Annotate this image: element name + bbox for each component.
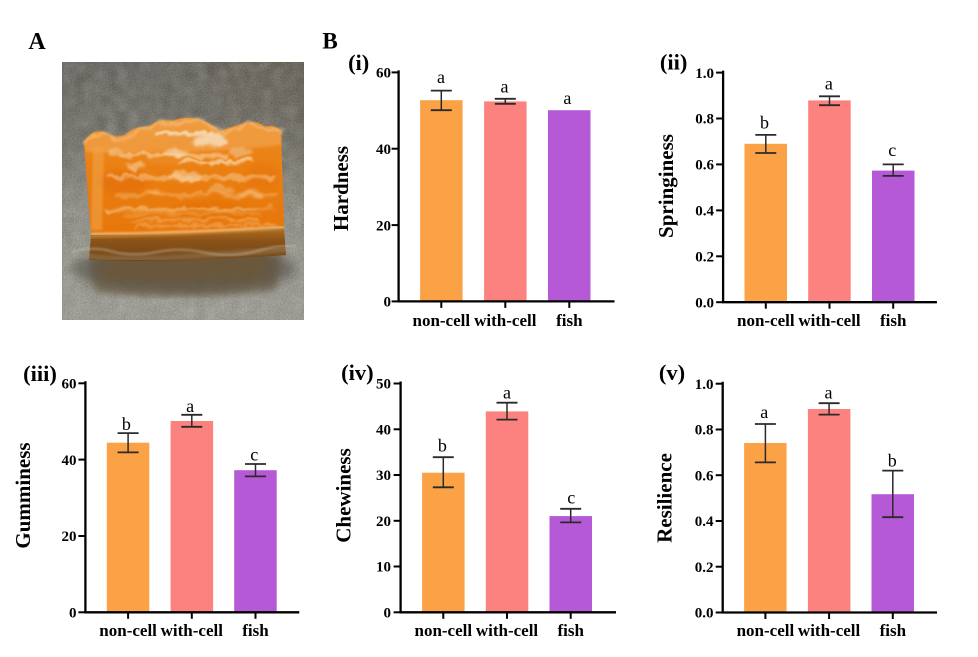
svg-text:30: 30 xyxy=(376,468,391,484)
svg-text:0: 0 xyxy=(384,295,392,311)
svg-text:50: 50 xyxy=(376,377,391,393)
svg-text:with-cell: with-cell xyxy=(798,311,861,330)
svg-text:fish: fish xyxy=(880,621,907,640)
svg-text:60: 60 xyxy=(62,377,77,393)
svg-text:b: b xyxy=(888,450,897,470)
svg-text:20: 20 xyxy=(376,218,391,234)
svg-text:fish: fish xyxy=(880,311,907,330)
svg-text:0.4: 0.4 xyxy=(695,204,714,220)
svg-text:non-cell: non-cell xyxy=(412,311,470,330)
svg-text:0.8: 0.8 xyxy=(695,112,714,128)
svg-text:a: a xyxy=(825,73,833,93)
svg-text:non-cell: non-cell xyxy=(99,621,157,640)
svg-text:0.2: 0.2 xyxy=(695,560,714,576)
svg-text:non-cell: non-cell xyxy=(414,621,472,640)
svg-text:0: 0 xyxy=(69,606,77,622)
svg-text:(v): (v) xyxy=(659,360,685,385)
svg-text:with-cell: with-cell xyxy=(161,621,224,640)
svg-text:0.8: 0.8 xyxy=(695,423,714,439)
svg-text:b: b xyxy=(122,414,131,434)
svg-text:Chewiness: Chewiness xyxy=(332,448,356,543)
svg-text:a: a xyxy=(186,396,194,416)
svg-text:c: c xyxy=(250,444,258,464)
svg-text:(ii): (ii) xyxy=(660,50,688,75)
svg-text:fish: fish xyxy=(556,311,583,330)
svg-text:20: 20 xyxy=(376,514,391,530)
svg-text:a: a xyxy=(503,383,511,403)
svg-text:a: a xyxy=(501,77,509,97)
svg-text:1.0: 1.0 xyxy=(695,377,714,393)
svg-text:0.6: 0.6 xyxy=(695,158,714,174)
svg-text:Resilience: Resilience xyxy=(653,453,677,543)
svg-text:fish: fish xyxy=(557,621,584,640)
svg-text:a: a xyxy=(563,88,571,108)
svg-text:0.0: 0.0 xyxy=(695,295,714,311)
svg-text:40: 40 xyxy=(62,453,77,469)
svg-text:a: a xyxy=(760,402,768,422)
svg-text:non-cell: non-cell xyxy=(737,621,795,640)
svg-text:non-cell: non-cell xyxy=(737,311,795,330)
svg-text:0.0: 0.0 xyxy=(695,606,714,622)
svg-text:with-cell: with-cell xyxy=(798,621,861,640)
svg-text:(iv): (iv) xyxy=(341,360,374,385)
svg-text:0.6: 0.6 xyxy=(695,468,714,484)
svg-text:c: c xyxy=(567,488,575,508)
svg-text:b: b xyxy=(760,113,769,133)
svg-text:(i): (i) xyxy=(348,50,369,75)
svg-text:b: b xyxy=(438,435,447,455)
svg-text:Gumminess: Gumminess xyxy=(11,442,35,548)
svg-text:with-cell: with-cell xyxy=(474,311,537,330)
svg-text:(iii): (iii) xyxy=(23,361,57,386)
svg-text:with-cell: with-cell xyxy=(476,621,539,640)
svg-text:B: B xyxy=(322,29,337,54)
svg-text:a: a xyxy=(437,67,445,87)
svg-text:A: A xyxy=(28,29,46,55)
svg-text:0.4: 0.4 xyxy=(695,514,714,530)
svg-text:10: 10 xyxy=(376,560,391,576)
svg-text:0.2: 0.2 xyxy=(695,250,714,266)
svg-text:Hardness: Hardness xyxy=(329,146,353,231)
svg-text:40: 40 xyxy=(376,423,391,439)
svg-text:40: 40 xyxy=(376,142,391,158)
svg-text:Springiness: Springiness xyxy=(654,134,678,238)
svg-text:60: 60 xyxy=(376,66,391,82)
svg-text:20: 20 xyxy=(62,529,77,545)
svg-text:fish: fish xyxy=(242,621,269,640)
svg-text:0: 0 xyxy=(384,606,392,622)
svg-text:1.0: 1.0 xyxy=(695,66,714,82)
svg-text:a: a xyxy=(825,383,833,403)
svg-text:c: c xyxy=(888,140,896,160)
